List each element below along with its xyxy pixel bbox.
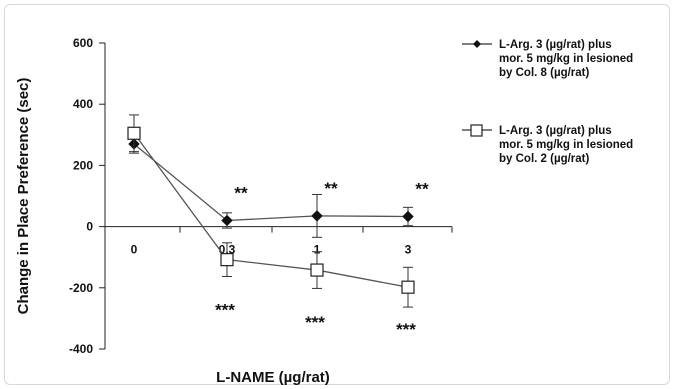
x-tick-label: 0 — [131, 243, 138, 257]
legend-label-1: L-Arg. 3 (µg/rat) plus — [499, 39, 612, 51]
legend-diamond-marker — [473, 40, 481, 48]
series-2-square-marker — [310, 263, 324, 277]
series-1-diamond-marker — [311, 210, 323, 222]
series-2-square-marker — [127, 126, 141, 140]
x-tick-label: 1 — [314, 243, 321, 257]
series-2-square-marker — [220, 253, 234, 267]
chart-frame — [4, 4, 670, 385]
y-tick-label: 200 — [73, 158, 93, 172]
legend-square-marker — [470, 124, 483, 137]
y-axis-title: Change in Place Preference (sec) — [15, 78, 32, 315]
series-2-square-marker — [401, 280, 415, 294]
x-axis-title: L-NAME (µg/rat) — [216, 369, 330, 386]
significance-marker: ** — [415, 180, 429, 199]
y-tick-label: 400 — [73, 97, 93, 111]
legend-label-1: mor. 5 mg/kg in lesioned — [499, 53, 633, 65]
legend-label-2: mor. 5 mg/kg in lesioned — [499, 139, 633, 151]
significance-marker: ** — [234, 183, 248, 202]
y-tick-label: 600 — [73, 36, 93, 50]
y-tick-label: 0 — [86, 220, 93, 234]
legend-label-2: by Col. 2 (µg/rat) — [499, 153, 589, 165]
series-1-line — [133, 143, 409, 222]
significance-marker: *** — [305, 313, 325, 332]
significance-marker: *** — [215, 301, 235, 320]
series-1-diamond-marker — [221, 214, 233, 227]
y-tick-label: -400 — [69, 342, 93, 356]
series-1-diamond-marker — [402, 210, 414, 223]
series-2-line — [133, 132, 409, 288]
legend-label-1: by Col. 8 (µg/rat) — [499, 67, 589, 79]
x-tick-label: 3 — [405, 243, 412, 257]
significance-marker: ** — [324, 179, 338, 198]
legend-label-2: L-Arg. 3 (µg/rat) plus — [499, 125, 612, 137]
y-tick-label: -200 — [69, 281, 93, 295]
significance-marker: *** — [396, 320, 416, 339]
